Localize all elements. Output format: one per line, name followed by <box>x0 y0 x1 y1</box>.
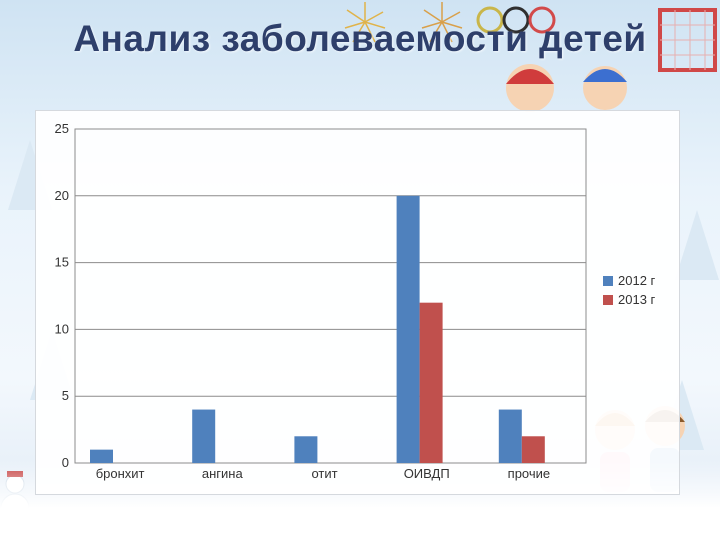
bar-chart: 0 5 10 15 20 25 бронхит ангина отит ОИВДП прочие 20… <box>55 121 656 481</box>
bar-1-ОИВДП <box>396 195 420 464</box>
bar-2-ОИВДП <box>419 302 443 463</box>
legend-label: 2012 г <box>618 273 656 288</box>
bar-1-бронхит <box>90 449 113 463</box>
olympic-rings-icon <box>476 6 556 34</box>
y-tick-label: 20 <box>55 188 69 203</box>
firework-icon <box>344 2 386 43</box>
legend-swatch <box>603 295 613 305</box>
child-character-icon <box>506 64 627 112</box>
y-tick-label: 5 <box>62 388 69 403</box>
x-tick-label: прочие <box>508 466 550 481</box>
bar-2-прочие <box>521 436 545 463</box>
y-tick-label: 0 <box>62 455 69 470</box>
chart-panel: 0 5 10 15 20 25 бронхит ангина отит ОИВДП прочие 20… <box>35 110 680 495</box>
plot-area <box>74 128 587 464</box>
y-tick-label: 10 <box>55 321 69 336</box>
tree-decoration <box>675 210 719 280</box>
hockey-goal-icon <box>658 8 717 72</box>
x-tick-label: бронхит <box>96 466 145 481</box>
x-tick-label: ангина <box>202 466 244 481</box>
y-tick-label: 25 <box>55 121 69 136</box>
y-tick-label: 15 <box>55 255 69 270</box>
slide-title: Анализ заболеваемости детей <box>73 18 647 59</box>
firework-icon <box>421 2 463 43</box>
bar-1-ангина <box>192 409 216 463</box>
bar-1-прочие <box>498 409 522 463</box>
legend-swatch <box>603 276 613 286</box>
legend-label: 2013 г <box>618 292 656 307</box>
x-tick-label: отит <box>311 466 337 481</box>
bar-1-отит <box>294 436 318 463</box>
x-tick-label: ОИВДП <box>404 466 450 481</box>
